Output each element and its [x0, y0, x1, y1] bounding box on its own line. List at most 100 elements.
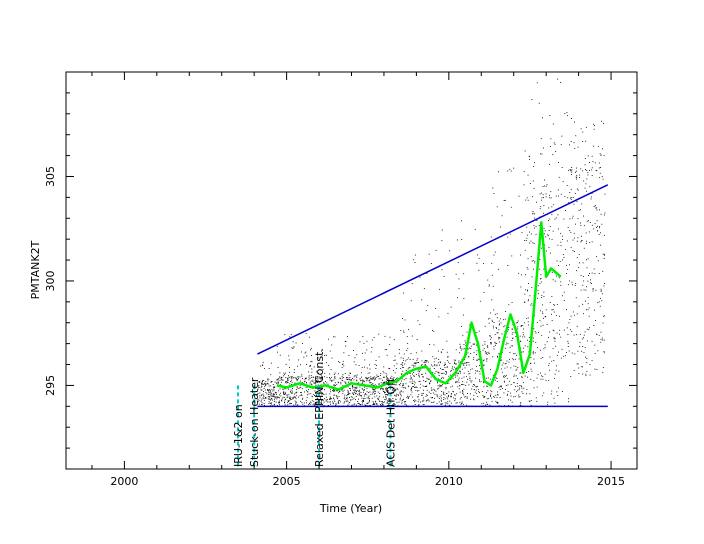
data-point — [383, 382, 385, 384]
data-point — [374, 404, 375, 405]
data-point — [423, 403, 425, 405]
data-point — [601, 176, 603, 177]
data-point — [457, 381, 459, 383]
data-point — [577, 363, 579, 365]
data-point — [560, 245, 562, 247]
data-point — [376, 365, 377, 366]
data-point — [345, 401, 347, 403]
data-point — [441, 269, 443, 271]
data-point — [270, 397, 272, 399]
data-point — [287, 403, 289, 405]
data-point — [262, 384, 264, 385]
data-point — [520, 286, 522, 288]
data-point — [528, 299, 529, 301]
data-point — [562, 181, 564, 183]
data-point — [591, 192, 593, 194]
data-point — [423, 389, 424, 391]
data-point — [320, 389, 322, 391]
data-point — [374, 393, 375, 395]
data-point — [320, 398, 322, 400]
data-point — [393, 390, 395, 392]
data-point — [273, 404, 275, 406]
data-point — [487, 390, 489, 392]
data-point — [334, 377, 336, 379]
data-point — [492, 187, 494, 189]
data-point — [406, 358, 408, 360]
data-point — [494, 341, 496, 343]
data-point — [466, 404, 468, 406]
data-point — [551, 309, 553, 311]
data-point — [517, 378, 519, 379]
data-point — [398, 384, 400, 385]
data-point — [425, 360, 427, 362]
data-point — [601, 300, 603, 302]
data-point — [375, 360, 377, 361]
data-point — [543, 212, 545, 214]
data-point — [526, 393, 527, 395]
data-point — [498, 341, 500, 343]
data-point — [515, 386, 517, 387]
data-point — [334, 390, 336, 392]
data-point — [287, 378, 289, 380]
data-point — [583, 334, 585, 336]
data-point — [431, 364, 432, 366]
data-point — [318, 376, 320, 378]
data-point — [375, 390, 377, 392]
data-point — [508, 327, 510, 328]
data-point — [331, 380, 333, 382]
data-point — [458, 362, 460, 364]
data-point — [576, 188, 578, 190]
data-point — [501, 359, 503, 361]
y-tick-label: 300 — [44, 270, 57, 291]
data-point — [349, 402, 351, 403]
data-point — [283, 391, 284, 393]
data-point — [380, 388, 382, 390]
data-point — [333, 384, 335, 386]
data-point — [408, 367, 410, 369]
data-point — [416, 359, 418, 361]
data-point — [412, 373, 413, 375]
data-point — [418, 404, 420, 406]
data-point — [521, 376, 523, 378]
data-point — [282, 388, 284, 390]
data-point — [582, 170, 584, 172]
data-point — [570, 315, 572, 317]
data-point — [527, 300, 529, 302]
data-point — [374, 379, 375, 381]
data-point — [285, 398, 287, 400]
data-point — [545, 185, 547, 187]
data-point — [356, 374, 358, 376]
data-point — [502, 319, 504, 321]
data-point — [316, 402, 317, 404]
data-point — [289, 367, 290, 368]
data-point — [319, 390, 321, 392]
data-point — [403, 401, 405, 403]
data-point — [313, 376, 315, 378]
data-point — [268, 393, 270, 395]
event-markers: IRU-1&2 on Stuck-on Heater Relaxed EPHIN C… — [232, 348, 397, 469]
data-point — [468, 362, 470, 363]
data-point — [594, 368, 596, 370]
data-point — [425, 380, 427, 382]
data-point — [434, 358, 436, 360]
data-point — [571, 331, 573, 332]
data-point — [290, 379, 292, 381]
data-point — [274, 391, 276, 393]
data-point — [511, 302, 513, 303]
data-point — [524, 301, 526, 303]
data-point — [289, 396, 291, 398]
data-point — [460, 345, 461, 347]
data-point — [517, 367, 519, 368]
data-point — [569, 218, 571, 220]
data-point — [476, 350, 478, 352]
data-point — [279, 400, 280, 402]
data-point — [589, 186, 591, 188]
data-point — [576, 270, 577, 272]
data-point — [550, 252, 551, 254]
data-point — [576, 201, 578, 202]
data-point — [317, 379, 319, 381]
data-point — [289, 336, 291, 338]
data-point — [423, 361, 425, 363]
data-point — [603, 315, 605, 317]
data-point — [501, 368, 502, 370]
